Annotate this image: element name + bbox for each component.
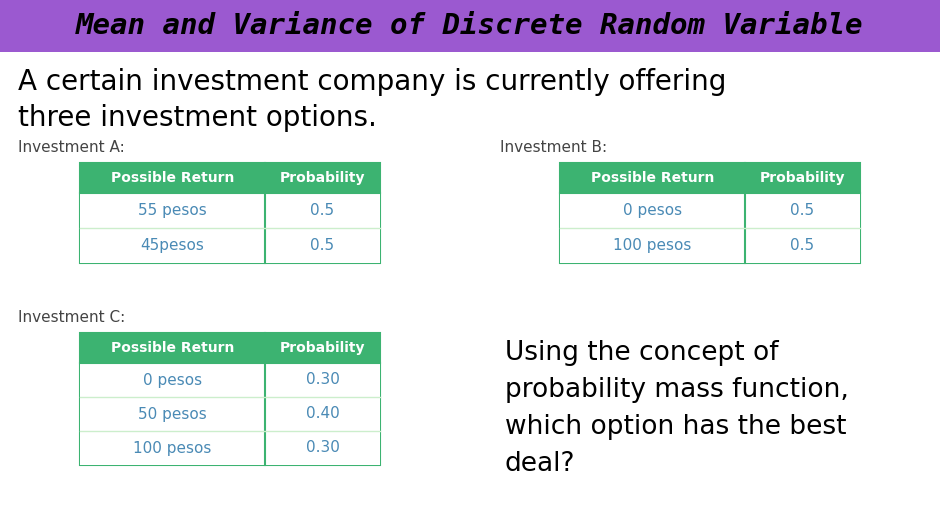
Bar xyxy=(80,431,380,465)
Text: Probability: Probability xyxy=(280,341,366,355)
Bar xyxy=(80,163,380,263)
Bar xyxy=(560,193,860,228)
Text: 45pesos: 45pesos xyxy=(141,238,204,253)
Text: 100 pesos: 100 pesos xyxy=(133,440,212,456)
Bar xyxy=(560,163,860,193)
Bar xyxy=(560,163,860,263)
Bar xyxy=(560,228,860,263)
Text: three investment options.: three investment options. xyxy=(18,104,377,132)
Text: 0.30: 0.30 xyxy=(306,440,339,456)
Text: 0.30: 0.30 xyxy=(306,373,339,387)
Text: Possible Return: Possible Return xyxy=(111,341,234,355)
Text: Possible Return: Possible Return xyxy=(111,171,234,185)
Text: Mean and Variance of Discrete Random Variable: Mean and Variance of Discrete Random Var… xyxy=(76,12,864,40)
Bar xyxy=(0,0,940,52)
Bar xyxy=(80,397,380,431)
Text: 0.40: 0.40 xyxy=(306,406,339,422)
Bar xyxy=(80,363,380,397)
Text: 0 pesos: 0 pesos xyxy=(623,203,682,218)
Text: 100 pesos: 100 pesos xyxy=(613,238,692,253)
Text: Investment C:: Investment C: xyxy=(18,310,125,326)
Text: Possible Return: Possible Return xyxy=(591,171,714,185)
Text: Investment B:: Investment B: xyxy=(500,141,607,155)
Text: Using the concept of
probability mass function,
which option has the best
deal?: Using the concept of probability mass fu… xyxy=(505,340,849,477)
Bar xyxy=(80,228,380,263)
Bar xyxy=(80,193,380,228)
Text: 50 pesos: 50 pesos xyxy=(138,406,207,422)
Text: 0.5: 0.5 xyxy=(791,203,815,218)
Bar xyxy=(80,333,380,363)
Text: Investment A:: Investment A: xyxy=(18,141,125,155)
Bar xyxy=(80,163,380,193)
Text: A certain investment company is currently offering: A certain investment company is currentl… xyxy=(18,68,727,96)
Text: Probability: Probability xyxy=(280,171,366,185)
Text: Probability: Probability xyxy=(760,171,845,185)
Text: 0 pesos: 0 pesos xyxy=(143,373,202,387)
Text: 55 pesos: 55 pesos xyxy=(138,203,207,218)
Text: 0.5: 0.5 xyxy=(310,203,335,218)
Bar xyxy=(80,333,380,465)
Text: 0.5: 0.5 xyxy=(791,238,815,253)
Text: 0.5: 0.5 xyxy=(310,238,335,253)
